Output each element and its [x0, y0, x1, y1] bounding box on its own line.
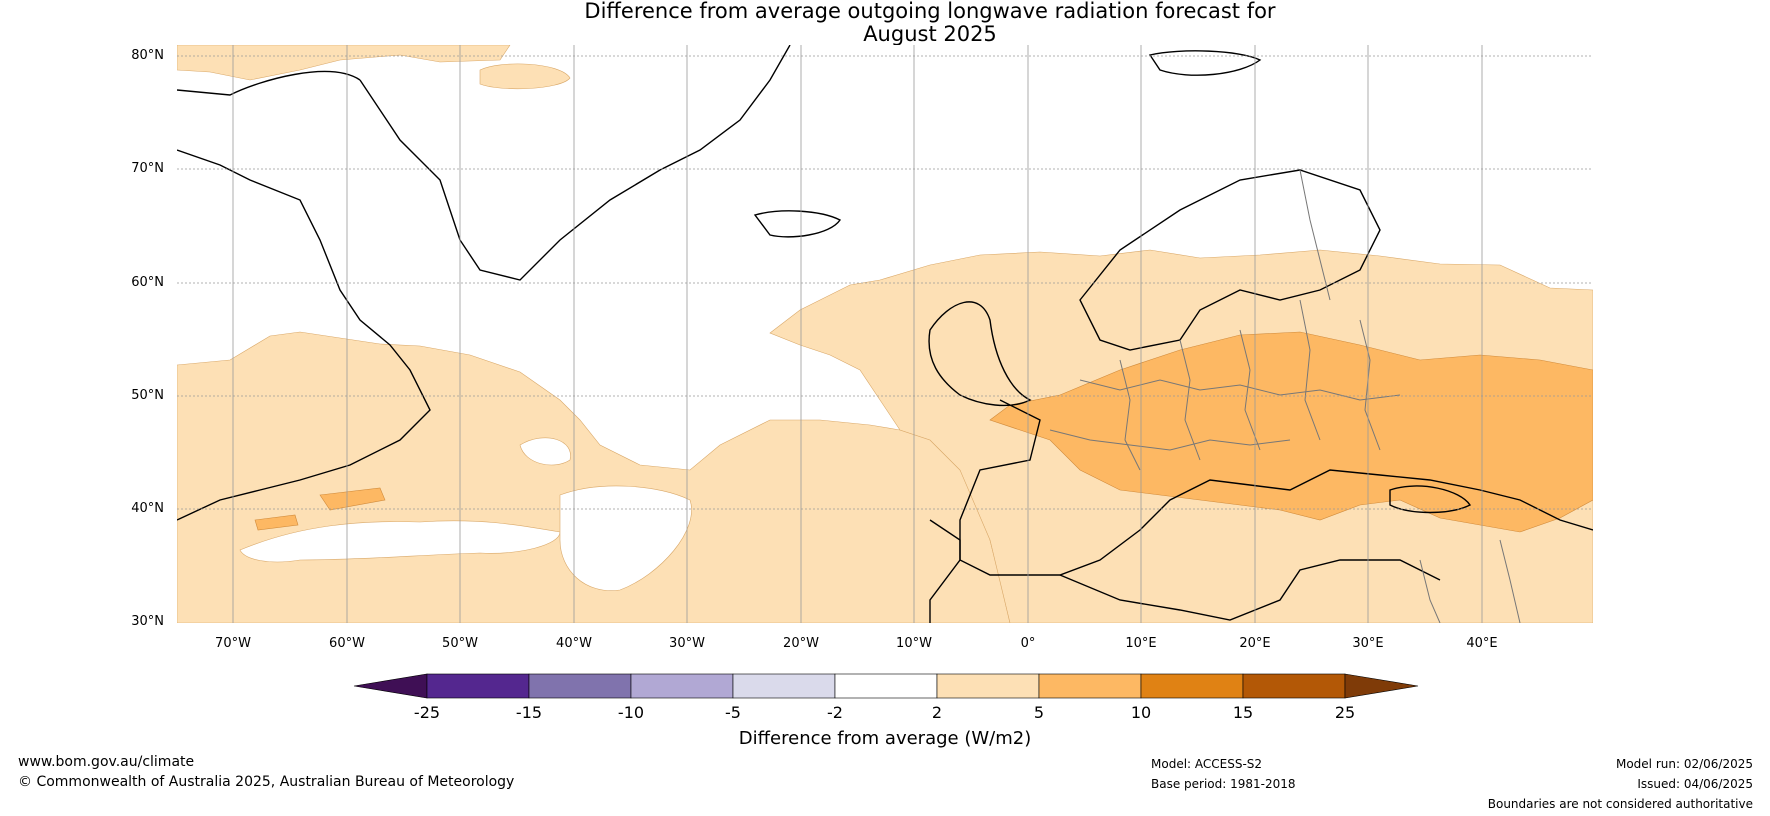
colorbar-tick: 5 — [1033, 703, 1045, 722]
anomaly-region-arctic — [177, 45, 511, 81]
colorbar-bin-5 — [834, 673, 938, 699]
model-run-text: Model run: 02/06/2025 — [1615, 757, 1753, 771]
issued-text: Issued: 04/06/2025 — [1637, 777, 1753, 791]
colorbar-bin-9 — [1242, 673, 1346, 699]
coastlines — [177, 45, 1593, 623]
lon-label-40w: 40°W — [556, 636, 592, 651]
lon-label-10w: 10°W — [896, 636, 932, 651]
lon-label-20e: 20°E — [1239, 636, 1271, 651]
colorbar-tick: -25 — [413, 703, 441, 722]
model-text: Model: ACCESS-S2 — [1151, 757, 1263, 771]
colorbar-extension-low — [353, 673, 428, 699]
map-graticule — [177, 45, 1593, 623]
lon-label-40e: 40°E — [1466, 636, 1498, 651]
colorbar-tick: -10 — [617, 703, 645, 722]
colorbar-tick: -15 — [515, 703, 543, 722]
colorbar-bin-8 — [1140, 673, 1244, 699]
colorbar-tick: -2 — [827, 703, 843, 722]
lat-label-80n: 80°N — [131, 48, 164, 63]
colorbar-extension-high — [1344, 673, 1419, 699]
lat-label-50n: 50°N — [131, 388, 164, 403]
lon-label-50w: 50°W — [442, 636, 478, 651]
chart-title-line1: Difference from average outgoing longwav… — [584, 0, 1276, 23]
lon-label-30w: 30°W — [669, 636, 705, 651]
website-text: www.bom.gov.au/climate — [18, 754, 195, 770]
lon-label-60w: 60°W — [329, 636, 365, 651]
colorbar-tick: 15 — [1232, 703, 1254, 722]
lon-label-20w: 20°W — [783, 636, 819, 651]
anomaly-gap-1 — [239, 520, 561, 563]
lat-label-60n: 60°N — [131, 275, 164, 290]
map-plot-area — [177, 45, 1593, 623]
country-borders — [1049, 169, 1521, 623]
lon-label-0: 0° — [1020, 636, 1036, 651]
colorbar-bin-7 — [1038, 673, 1142, 699]
colorbar-bin-4 — [732, 673, 836, 699]
colorbar-bin-1 — [426, 673, 530, 699]
colorbar-tick: -5 — [725, 703, 741, 722]
colorbar-tick: 2 — [931, 703, 943, 722]
colorbar-tick: 10 — [1130, 703, 1152, 722]
lon-label-30e: 30°E — [1352, 636, 1384, 651]
base-period-text: Base period: 1981-2018 — [1151, 777, 1296, 791]
chart-title-line2: August 2025 — [863, 22, 997, 46]
colorbar — [353, 673, 1419, 699]
colorbar-bin-3 — [630, 673, 734, 699]
lat-label-40n: 40°N — [131, 501, 164, 516]
disclaimer-text: Boundaries are not considered authoritat… — [1487, 797, 1753, 811]
copyright-text: © Commonwealth of Australia 2025, Austra… — [18, 774, 515, 790]
lon-label-70w: 70°W — [215, 636, 251, 651]
lat-label-30n: 30°N — [131, 614, 164, 629]
colorbar-label: Difference from average (W/m2) — [738, 728, 1032, 749]
colorbar-tick: 25 — [1334, 703, 1356, 722]
lon-label-10e: 10°E — [1125, 636, 1157, 651]
lat-label-70n: 70°N — [131, 161, 164, 176]
colorbar-bin-2 — [528, 673, 632, 699]
colorbar-bin-6 — [936, 673, 1040, 699]
